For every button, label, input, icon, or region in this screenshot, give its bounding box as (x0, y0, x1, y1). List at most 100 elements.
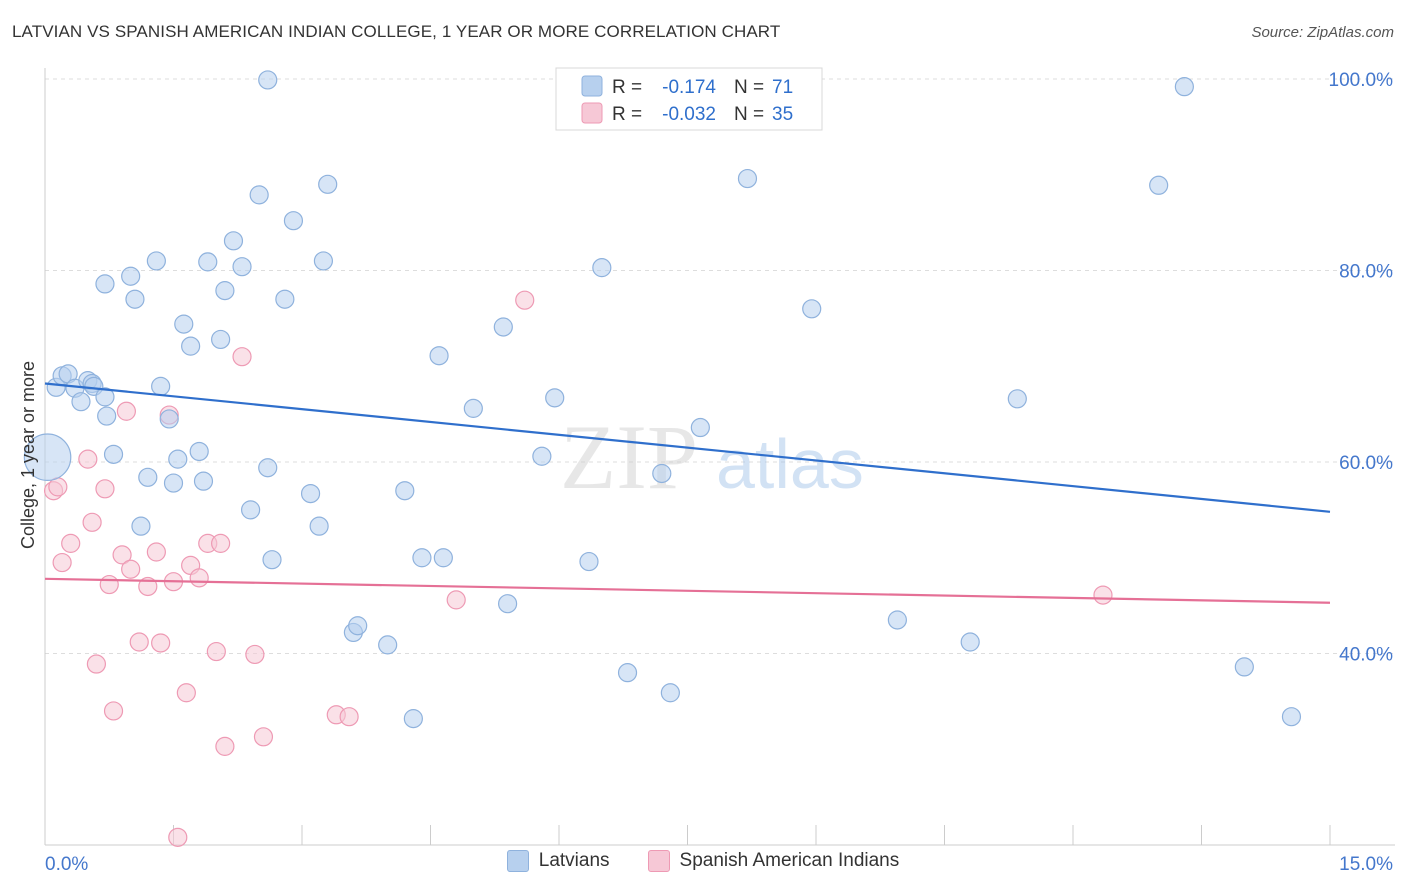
spanish-american-indian-point (168, 827, 188, 847)
spanish-american-indian-point (78, 449, 98, 469)
legend-swatch-spanish-american-indians (581, 102, 603, 124)
legend-n-value: 71 (772, 77, 793, 98)
legend-n-label: N = (734, 77, 764, 98)
latvian-point (95, 387, 115, 407)
spanish-american-indian-point (446, 590, 466, 610)
y-tick-label: 80.0% (1339, 262, 1393, 283)
source-label: Source: ZipAtlas.com (1251, 24, 1394, 41)
spanish-american-indian-point (99, 574, 119, 595)
latvian-point (378, 635, 398, 655)
latvian-point (309, 516, 329, 536)
spanish-american-indian-point (253, 727, 274, 747)
latvian-point (23, 433, 72, 482)
trend-line-spanish-american-indians (44, 577, 1331, 604)
latvian-point (262, 550, 282, 570)
latvian-point (193, 471, 214, 491)
latvian-point (690, 417, 710, 438)
legend-r-value: -0.032 (662, 104, 716, 125)
latvian-point (275, 289, 295, 309)
spanish-american-indian-point (86, 654, 107, 674)
latvian-point (887, 610, 907, 630)
latvian-point (223, 231, 244, 251)
spanish-american-indian-point (1093, 585, 1113, 605)
legend-box: R = -0.174 N = 71 R = -0.032 N = 35 (555, 67, 823, 131)
latvian-point (159, 409, 179, 429)
spanish-american-indian-point (138, 576, 158, 597)
y-axis-label: College, 1 year or more (18, 361, 38, 549)
latvian-point (579, 551, 599, 572)
latvian-point (198, 252, 218, 272)
latvian-point (1007, 389, 1027, 409)
y-tick-label: 100.0% (1329, 70, 1394, 91)
spanish-american-indian-point (245, 644, 265, 665)
latvian-point (433, 548, 453, 568)
legend-swatch-spanish-american-indians (647, 850, 670, 872)
spanish-american-indian-point (206, 641, 226, 662)
latvian-point (300, 483, 321, 504)
spanish-american-indian-point (176, 683, 196, 703)
latvian-point (189, 441, 209, 462)
spanish-american-indian-point (215, 736, 235, 756)
spanish-american-indian-point (146, 542, 166, 562)
latvian-point (215, 281, 235, 301)
series-latvians (23, 70, 1302, 729)
latvian-point (232, 257, 252, 277)
latvian-point (318, 174, 338, 194)
spanish-american-indian-point (211, 533, 231, 553)
latvian-point (463, 398, 483, 418)
legend-swatch-latvians (506, 850, 529, 872)
spanish-american-indian-point (129, 632, 149, 652)
latvian-point (532, 446, 552, 466)
grid (45, 78, 1395, 654)
spanish-american-indian-point (61, 533, 81, 553)
latvian-point (138, 467, 158, 487)
series-spanish-american-indians (43, 290, 1113, 847)
latvian-point (960, 632, 980, 652)
latvian-point (121, 266, 141, 286)
legend-r-label: R = (612, 104, 642, 125)
latvian-point (412, 548, 432, 568)
latvian-point (403, 709, 423, 729)
spanish-american-indian-point (121, 559, 141, 579)
latvian-point (71, 392, 91, 412)
latvian-point (249, 185, 269, 205)
latvian-point (545, 388, 565, 408)
latvian-point (1149, 175, 1169, 195)
latvian-point (737, 168, 758, 189)
legend-label-spanish-american-indians: Spanish American Indians (679, 850, 900, 871)
y-tick-label: 40.0% (1339, 645, 1393, 666)
latvian-point (125, 289, 145, 309)
latvian-point (617, 663, 638, 683)
latvian-point (211, 329, 231, 350)
latvian-point (258, 458, 278, 478)
spanish-american-indian-point (112, 545, 132, 565)
latvian-point (283, 211, 304, 231)
latvian-point (652, 463, 672, 484)
spanish-american-indian-point (103, 701, 124, 721)
y-tick-label: 60.0% (1339, 453, 1393, 474)
latvian-point (174, 314, 194, 334)
trend-line-latvians (44, 382, 1331, 513)
latvian-point (146, 251, 166, 271)
x-tick-label: 15.0% (1339, 854, 1393, 875)
spanish-american-indian-point (116, 401, 136, 421)
spanish-american-indian-point (232, 347, 252, 367)
latvian-point (163, 473, 184, 493)
latvian-point (802, 299, 822, 319)
latvian-point (1234, 657, 1254, 677)
bottom-legend: Latvians Spanish American Indians (0, 850, 1406, 872)
latvian-point (181, 336, 201, 356)
spanish-american-indian-point (82, 512, 102, 532)
legend-item-spanish-american-indians: Spanish American Indians (647, 850, 900, 872)
legend-n-label: N = (734, 104, 764, 125)
latvian-point (151, 376, 171, 396)
spanish-american-indian-point (515, 290, 535, 310)
watermark-zip: ZIP (560, 406, 698, 508)
latvian-point (1174, 77, 1194, 97)
latvian-point (498, 594, 518, 614)
watermark-atlas: atlas (716, 425, 864, 503)
latvian-point (131, 516, 151, 536)
legend-n-value: 35 (772, 104, 793, 125)
legend-swatch-latvians (581, 75, 603, 97)
